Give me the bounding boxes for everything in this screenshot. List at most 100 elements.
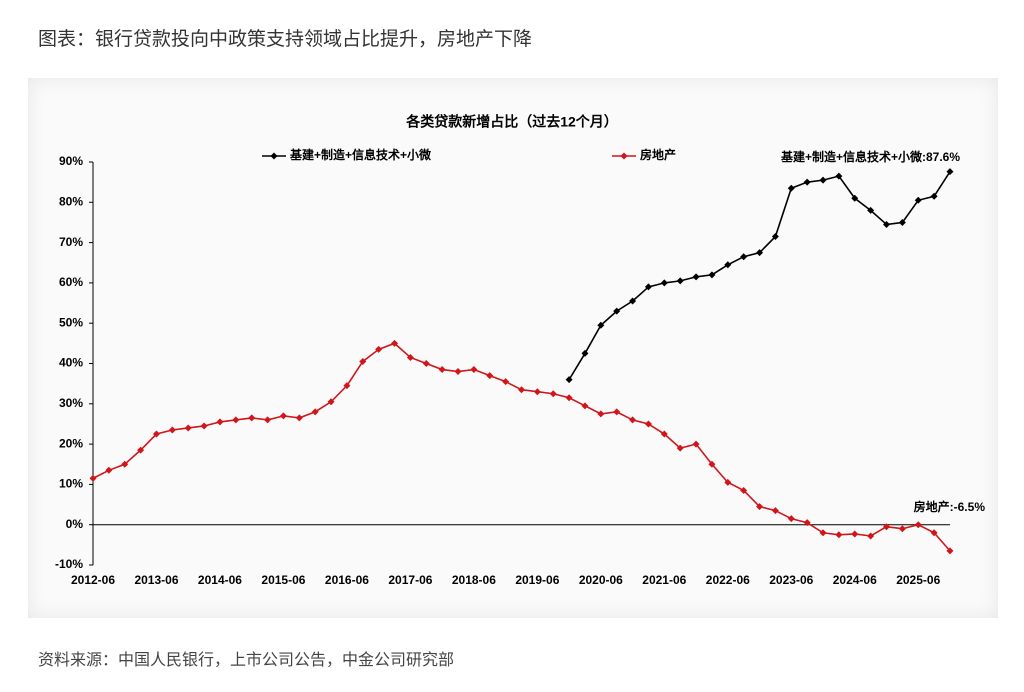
data-point — [422, 360, 430, 367]
data-point — [867, 206, 875, 214]
data-point — [946, 547, 954, 555]
data-point — [660, 279, 668, 287]
data-point — [216, 418, 224, 426]
data-point — [708, 271, 716, 279]
y-tick-label: 10% — [59, 477, 83, 491]
y-tick-label: -10% — [55, 557, 83, 571]
data-point — [787, 515, 795, 523]
data-point — [851, 194, 859, 202]
chart-title: 各类贷款新增占比（过去12个月） — [405, 114, 618, 130]
data-point — [930, 529, 938, 537]
y-tick-label: 20% — [59, 436, 83, 450]
data-point — [597, 321, 605, 329]
data-point — [629, 416, 637, 424]
data-point — [644, 420, 652, 428]
data-point — [914, 196, 922, 204]
data-point — [581, 402, 589, 410]
data-point — [883, 220, 890, 228]
data-point — [819, 529, 827, 537]
data-point — [359, 357, 367, 365]
data-point — [152, 430, 160, 438]
data-point — [692, 440, 700, 448]
data-point — [660, 430, 668, 438]
data-point — [819, 176, 827, 184]
data-point — [517, 386, 525, 394]
data-point — [740, 253, 748, 261]
data-point — [565, 394, 573, 402]
data-point — [89, 474, 97, 482]
series-line — [568, 171, 951, 381]
y-tick-label: 70% — [59, 235, 83, 249]
series-line — [92, 342, 951, 552]
x-tick-label: 2014-06 — [198, 573, 242, 587]
data-point — [264, 416, 272, 424]
data-point — [898, 218, 906, 226]
x-tick-label: 2018-06 — [452, 573, 496, 587]
data-point — [740, 486, 748, 494]
data-point — [502, 378, 510, 386]
data-point — [724, 478, 732, 486]
legend-label: 房地产 — [640, 147, 676, 162]
data-point — [200, 422, 208, 430]
x-tick-label: 2016-06 — [325, 573, 369, 587]
y-tick-label: 80% — [59, 194, 83, 208]
y-tick-label: 40% — [59, 356, 83, 370]
x-tick-label: 2019-06 — [515, 573, 559, 587]
data-point — [454, 368, 462, 376]
data-point — [168, 426, 176, 434]
data-point — [803, 178, 811, 186]
data-point — [898, 525, 906, 533]
data-point — [533, 388, 541, 396]
x-tick-label: 2013-06 — [134, 573, 178, 587]
data-point — [946, 168, 954, 176]
data-point — [835, 172, 843, 180]
data-point — [184, 424, 192, 432]
footer-source: 资料来源：中国人民银行，上市公司公告，中金公司研究部 — [38, 652, 455, 669]
data-point — [756, 249, 764, 257]
y-tick-label: 60% — [59, 275, 83, 289]
data-point — [327, 398, 335, 406]
data-point — [771, 233, 779, 241]
data-point — [771, 507, 779, 515]
x-tick-label: 2017-06 — [388, 573, 432, 587]
x-tick-label: 2024-06 — [833, 573, 877, 587]
data-point — [613, 307, 621, 315]
x-tick-label: 2023-06 — [769, 573, 813, 587]
data-point — [787, 184, 795, 192]
x-tick-label: 2025-06 — [896, 573, 940, 587]
data-point — [883, 523, 890, 531]
data-point — [486, 372, 494, 380]
annotation: 基建+制造+信息技术+小微:87.6% — [780, 149, 960, 164]
data-point — [692, 273, 700, 281]
data-point — [438, 366, 446, 374]
data-point — [343, 382, 351, 390]
data-point — [105, 466, 113, 474]
legend-label: 基建+制造+信息技术+小微 — [289, 147, 432, 162]
chart-panel — [28, 78, 998, 618]
y-tick-label: 30% — [59, 396, 83, 410]
data-point — [375, 345, 383, 353]
legend-marker — [620, 152, 628, 160]
data-point — [137, 446, 145, 454]
annotation: 房地产:-6.5% — [914, 499, 986, 514]
data-point — [121, 460, 129, 468]
legend-marker — [270, 152, 278, 160]
data-point — [867, 532, 875, 540]
x-tick-label: 2022-06 — [706, 573, 750, 587]
data-point — [708, 460, 716, 468]
data-point — [914, 521, 922, 529]
data-point — [851, 530, 859, 538]
data-point — [279, 412, 287, 420]
data-point — [803, 519, 811, 527]
data-point — [470, 366, 478, 374]
data-point — [406, 353, 414, 361]
data-point — [549, 390, 557, 398]
y-tick-label: 90% — [59, 154, 83, 168]
data-point — [248, 414, 256, 422]
data-point — [756, 503, 764, 511]
y-tick-label: 50% — [59, 315, 83, 329]
data-point — [644, 283, 652, 291]
x-tick-label: 2015-06 — [261, 573, 305, 587]
